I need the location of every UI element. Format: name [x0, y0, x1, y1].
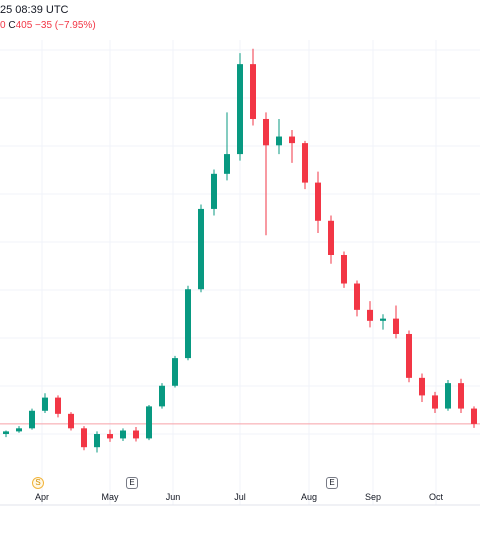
candle-body	[198, 208, 204, 290]
candle	[406, 330, 412, 383]
candle	[3, 430, 9, 438]
candle	[445, 380, 451, 411]
candle	[185, 285, 191, 361]
candle	[237, 53, 243, 161]
candle-body	[107, 434, 113, 439]
candle	[380, 314, 386, 330]
grid	[0, 40, 480, 505]
candle	[328, 215, 334, 264]
x-tick-label: Aug	[300, 492, 318, 502]
candle-body	[354, 283, 360, 310]
candle-body	[341, 255, 347, 284]
candle	[250, 48, 256, 126]
candle-body	[289, 136, 295, 144]
candle	[432, 391, 438, 413]
candle-body	[419, 377, 425, 396]
candle-body	[16, 428, 22, 432]
candle-body	[263, 118, 269, 146]
candle	[393, 305, 399, 339]
candle-body	[133, 430, 139, 439]
candle-body	[393, 318, 399, 334]
candle-body	[276, 136, 282, 146]
candle-body	[146, 406, 152, 439]
candle-body	[120, 430, 126, 439]
candle	[120, 428, 126, 442]
candle	[276, 118, 282, 155]
candle-body	[328, 220, 334, 255]
candle	[172, 355, 178, 388]
change-value: −35 (−7.95%)	[35, 20, 96, 31]
split-event-marker[interactable]: S	[32, 477, 44, 489]
candle	[68, 412, 74, 431]
close-label: C	[8, 20, 16, 31]
candle-body	[185, 289, 191, 359]
candle-body	[445, 383, 451, 409]
candle	[471, 406, 477, 428]
candle	[16, 426, 22, 433]
candle-body	[68, 413, 74, 429]
x-tick-label: Sep	[364, 492, 382, 502]
candle	[302, 140, 308, 190]
candle	[81, 426, 87, 451]
candle	[198, 204, 204, 293]
candle-body	[302, 143, 308, 183]
candle	[146, 405, 152, 441]
candle	[133, 427, 139, 442]
x-tick-label: Oct	[428, 492, 444, 502]
candle-body	[432, 395, 438, 409]
candle-body	[315, 182, 321, 221]
candle-body	[380, 318, 386, 321]
candle	[367, 301, 373, 328]
close-value: 405	[15, 20, 33, 31]
candle-body	[224, 154, 230, 174]
candle	[458, 378, 464, 413]
candle-body	[406, 333, 412, 378]
earnings-event-marker[interactable]: E	[326, 477, 338, 489]
candle	[341, 251, 347, 288]
candle	[159, 383, 165, 409]
candle	[224, 112, 230, 181]
candle	[42, 393, 48, 413]
candle-body	[159, 385, 165, 407]
candle-body	[458, 383, 464, 409]
candle-body	[55, 397, 61, 414]
ohlc-fragment: 0	[0, 20, 6, 31]
candle-body	[172, 358, 178, 386]
candle-body	[42, 397, 48, 411]
candle	[211, 169, 217, 216]
candle	[315, 171, 321, 234]
candle	[107, 429, 113, 442]
candle-body	[3, 431, 9, 435]
x-tick-label: Jun	[165, 492, 181, 502]
x-tick-label: Apr	[34, 492, 50, 502]
earnings-event-marker[interactable]: E	[126, 477, 138, 489]
ohlc-summary: 0 C405 −35 (−7.95%)	[0, 20, 96, 31]
candle	[289, 129, 295, 163]
candle-body	[29, 410, 35, 429]
candle-body	[81, 428, 87, 448]
candle	[29, 408, 35, 430]
candle	[354, 280, 360, 317]
candles	[3, 48, 477, 453]
x-tick-label: Jul	[234, 492, 246, 502]
candle	[419, 373, 425, 402]
candle-body	[250, 64, 256, 119]
x-tick-label: May	[101, 492, 119, 502]
candle	[55, 395, 61, 418]
candle	[263, 112, 269, 236]
candle	[94, 431, 100, 453]
candle-body	[367, 309, 373, 321]
candle-body	[471, 408, 477, 424]
chart-header-timestamp: 25 08:39 UTC	[0, 4, 69, 16]
candle-body	[94, 434, 100, 448]
candle-body	[211, 173, 217, 209]
candle-body	[237, 64, 243, 155]
